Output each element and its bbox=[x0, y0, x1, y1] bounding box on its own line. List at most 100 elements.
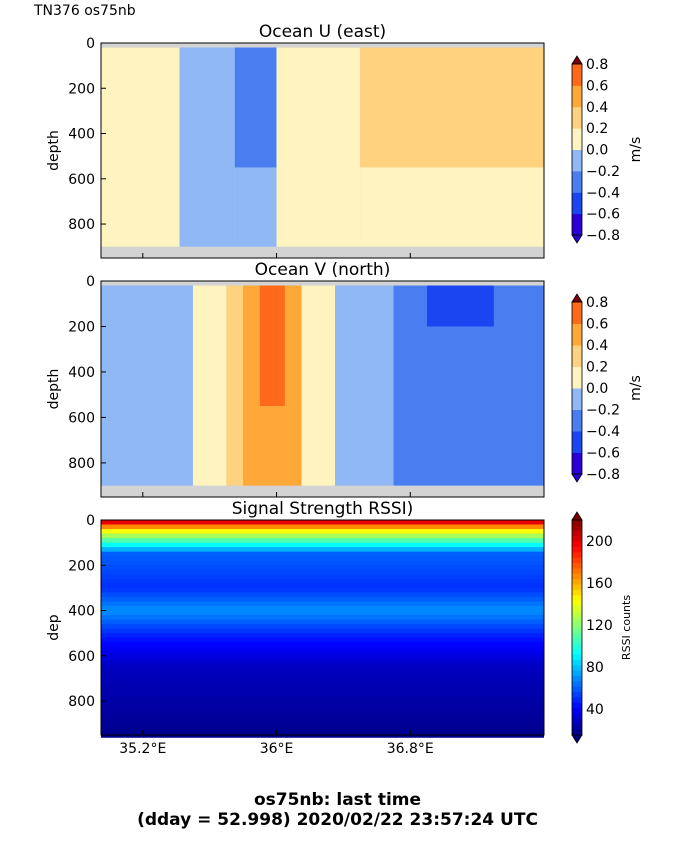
rssi-band bbox=[101, 578, 544, 584]
colorbar-segment bbox=[572, 552, 582, 559]
rssi-band bbox=[101, 642, 544, 648]
colorbar-segment bbox=[572, 64, 582, 86]
panel-title: Ocean V (north) bbox=[255, 260, 391, 280]
colorbar-tick-label: 160 bbox=[586, 576, 613, 592]
contour-region bbox=[179, 47, 235, 247]
rssi-band bbox=[101, 696, 544, 702]
colorbar-segment bbox=[572, 665, 582, 671]
rssi-band bbox=[101, 596, 544, 602]
colorbar-tick-label: 0.0 bbox=[586, 143, 608, 159]
colorbar: 0.8 0.6 0.4 0.2 0.0 −0.2 −0.4 −0.6 −0.8 m/s bbox=[571, 55, 644, 244]
colorbar-tick-label: 80 bbox=[586, 660, 604, 676]
colorbar-segment bbox=[572, 702, 582, 709]
colorbar-segment bbox=[572, 643, 582, 650]
colorbar: 200 160 120 80 40 RSSI counts bbox=[571, 511, 633, 744]
colorbar-tick-label: 120 bbox=[586, 618, 613, 634]
rssi-band bbox=[101, 574, 544, 580]
colorbar-segment bbox=[572, 85, 582, 108]
colorbar-segment bbox=[572, 589, 582, 596]
rssi-band bbox=[101, 606, 544, 612]
y-tick-label: 800 bbox=[68, 456, 95, 472]
rssi-band bbox=[101, 587, 544, 593]
rssi-band bbox=[101, 651, 544, 657]
rssi-band bbox=[101, 624, 544, 630]
colorbar-segment bbox=[572, 616, 582, 623]
colorbar-segment bbox=[572, 431, 582, 453]
panel-ocean-u: Ocean U (east)depth02004006008000.80.60.… bbox=[46, 22, 644, 259]
contour-region bbox=[234, 47, 277, 168]
y-tick-label: 0 bbox=[86, 274, 95, 290]
y-tick-label: 0 bbox=[86, 513, 95, 529]
contour-region bbox=[101, 285, 193, 486]
y-tick-label: 800 bbox=[68, 694, 95, 710]
figure-label: TN376 os75nb bbox=[34, 3, 136, 19]
rssi-band bbox=[101, 646, 544, 652]
rssi-band bbox=[101, 664, 544, 670]
rssi-band bbox=[101, 592, 544, 598]
colorbar-tick-label: 200 bbox=[586, 534, 613, 550]
rssi-band bbox=[101, 547, 544, 553]
colorbar-segment bbox=[572, 697, 582, 704]
colorbar-segment bbox=[572, 563, 582, 569]
colorbar-segment bbox=[572, 366, 582, 389]
rssi-band bbox=[101, 728, 544, 734]
x-tick-label: 35.2°E bbox=[119, 741, 166, 757]
rssi-band bbox=[101, 637, 544, 643]
rssi-band bbox=[101, 542, 544, 548]
rssi-band bbox=[101, 633, 544, 639]
y-axis-label: depth bbox=[46, 369, 62, 410]
colorbar-segment bbox=[572, 579, 582, 585]
contour-region bbox=[360, 167, 544, 247]
colorbar-segment bbox=[572, 729, 582, 736]
colorbar-label: m/s bbox=[628, 375, 644, 401]
colorbar-tick-label: −0.6 bbox=[586, 446, 620, 462]
colorbar-segment bbox=[572, 106, 582, 129]
colorbar-segment bbox=[572, 649, 582, 655]
rssi-band bbox=[101, 529, 544, 535]
rssi-band bbox=[101, 556, 544, 562]
y-tick-label: 400 bbox=[68, 365, 95, 381]
colorbar-tick-label: 40 bbox=[586, 702, 604, 718]
colorbar-tick-label: 0.2 bbox=[586, 121, 608, 137]
colorbar-segment bbox=[572, 388, 582, 410]
rssi-band bbox=[101, 533, 544, 539]
colorbar-segment bbox=[572, 213, 582, 236]
colorbar-tick-label: −0.2 bbox=[586, 403, 620, 419]
colorbar-label: RSSI counts bbox=[620, 595, 633, 660]
rssi-band bbox=[101, 655, 544, 661]
colorbar-segment bbox=[572, 546, 582, 553]
rssi-band bbox=[101, 710, 544, 716]
colorbar-segment bbox=[572, 595, 582, 602]
contour-region bbox=[360, 47, 544, 168]
rssi-band bbox=[101, 520, 544, 526]
colorbar-tick-label: 0.8 bbox=[586, 295, 608, 311]
colorbar-segment bbox=[572, 670, 582, 677]
plot-frame bbox=[100, 519, 545, 736]
y-tick-label: 200 bbox=[68, 558, 95, 574]
colorbar-segment bbox=[572, 525, 582, 532]
colorbar-segment bbox=[572, 606, 582, 612]
colorbar-segment bbox=[572, 600, 582, 607]
colorbar-segment bbox=[572, 692, 582, 698]
colorbar-segment bbox=[572, 718, 582, 725]
y-tick-label: 200 bbox=[68, 81, 95, 97]
colorbar-label: m/s bbox=[628, 137, 644, 163]
rssi-band bbox=[101, 692, 544, 698]
rssi-band bbox=[101, 719, 544, 725]
contour-region bbox=[426, 285, 494, 327]
colorbar-segment bbox=[572, 345, 582, 367]
y-tick-label: 800 bbox=[68, 217, 95, 233]
footer-line-1: os75nb: last time bbox=[253, 790, 422, 810]
y-tick-label: 600 bbox=[68, 410, 95, 426]
footer-line-2: (dday = 52.998) 2020/02/22 23:57:24 UTC bbox=[137, 810, 538, 830]
colorbar-segment bbox=[572, 323, 582, 346]
plot-frame bbox=[100, 42, 545, 259]
rssi-band bbox=[101, 687, 544, 693]
rssi-band bbox=[101, 615, 544, 621]
colorbar-tick-label: −0.2 bbox=[586, 164, 620, 180]
panel-title: Ocean U (east) bbox=[259, 22, 386, 42]
colorbar-segment bbox=[572, 541, 582, 548]
colorbar-segment bbox=[572, 686, 582, 693]
y-axis-label: dep bbox=[46, 614, 62, 641]
